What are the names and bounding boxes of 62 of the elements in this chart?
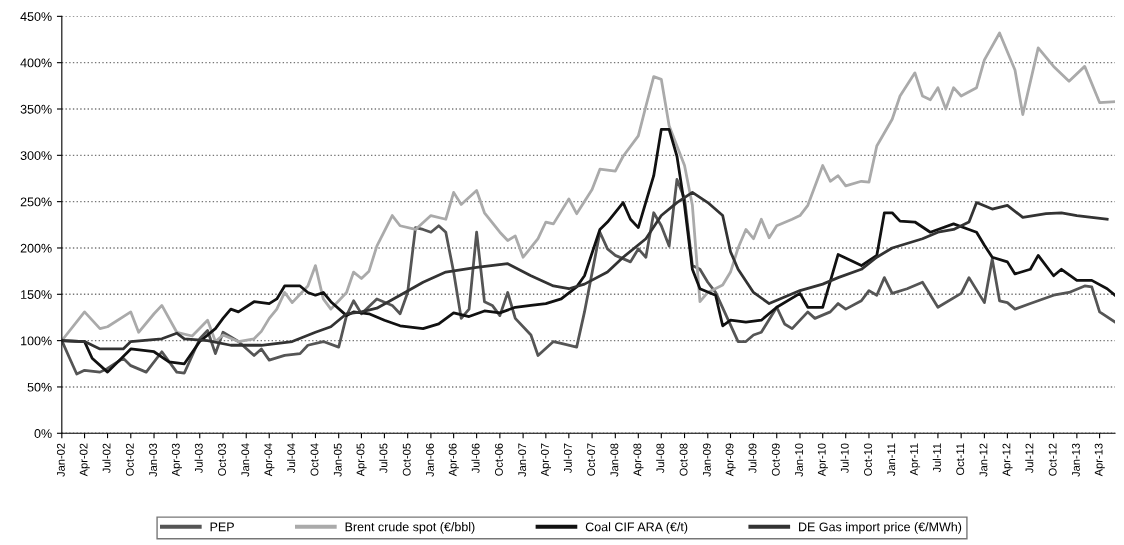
x-tick-label: Jan-08	[610, 443, 619, 477]
legend-label: DE Gas import price (€/MWh)	[799, 522, 962, 534]
x-tick-label: Oct-10	[864, 443, 872, 476]
y-tick-label: 0%	[34, 429, 52, 438]
x-tick-label: Jul-03	[194, 443, 203, 474]
x-tick-label: Jan-09	[702, 443, 711, 477]
y-tick-label: 250%	[20, 197, 52, 207]
x-tick-label: Jan-04	[241, 443, 250, 477]
x-tick-label: Apr-09	[725, 443, 736, 477]
x-tick-label: Jul-12	[1025, 443, 1034, 474]
x-tick-label: Jan-06	[426, 443, 434, 477]
x-tick-label: Jul-04	[287, 443, 296, 474]
x-tick-label: Jan-12	[979, 443, 988, 477]
x-tick-label: Jul-06	[471, 443, 480, 474]
x-tick-label: Jul-07	[563, 443, 572, 474]
x-tick-label: Jan-07	[518, 443, 527, 477]
y-tick-label: 200%	[20, 243, 52, 253]
x-tick-label: Jan-10	[795, 443, 803, 477]
x-tick-label: Apr-07	[540, 443, 552, 477]
x-tick-label: Jan-03	[149, 443, 158, 477]
x-tick-label: Jul-02	[102, 443, 111, 474]
x-tick-label: Oct-08	[679, 443, 688, 476]
y-tick-label: 300%	[20, 151, 52, 160]
x-tick-label: Jul-11	[932, 443, 941, 473]
legend-label: Brent crude spot (€/bbl)	[345, 522, 475, 534]
y-tick-label: 400%	[20, 58, 52, 68]
x-tick-label: Oct-03	[218, 443, 226, 476]
x-tick-label: Jul-10	[840, 443, 849, 474]
y-tick-label: 350%	[20, 104, 52, 114]
y-tick-label: 150%	[21, 290, 52, 299]
x-tick-label: Oct-04	[310, 443, 319, 476]
x-tick-label: Jan-13	[1071, 443, 1080, 477]
x-tick-label: Oct-12	[1048, 443, 1057, 476]
legend-label: PEP	[210, 522, 234, 532]
x-tick-label: Apr-12	[1002, 443, 1013, 477]
y-tick-label: 100%	[21, 336, 52, 346]
x-tick-label: Apr-03	[171, 443, 182, 477]
x-tick-label: Oct-11	[956, 443, 965, 475]
y-tick-label: 50%	[27, 382, 52, 392]
x-tick-label: Apr-04	[264, 443, 275, 477]
x-tick-label: Jul-08	[656, 443, 665, 474]
x-tick-label: Jan-11	[887, 443, 896, 476]
x-tick-label: Apr-02	[79, 443, 90, 477]
x-tick-label: Apr-05	[356, 443, 367, 477]
line-series	[61, 31, 1116, 343]
x-tick-label: Apr-10	[817, 443, 828, 477]
x-tick-label: Oct-06	[494, 443, 503, 476]
x-tick-label: Apr-11	[910, 443, 921, 476]
line-series	[61, 191, 1109, 351]
x-tick-label: Jan-05	[333, 443, 342, 477]
x-tick-label: Apr-08	[633, 443, 644, 477]
x-tick-label: Jul-05	[379, 443, 388, 474]
y-tick-label: 450%	[20, 12, 52, 21]
x-tick-label: Jul-09	[748, 443, 757, 474]
x-tick-label: Oct-09	[771, 443, 780, 476]
x-tick-label: Oct-02	[125, 443, 134, 476]
legend-label: Coal CIF ARA (€/t)	[585, 522, 688, 534]
x-tick-label: Apr-06	[448, 443, 459, 477]
x-tick-label: Oct-07	[587, 443, 596, 476]
x-tick-label: Jan-02	[56, 443, 65, 477]
x-tick-label: Apr-13	[1094, 443, 1105, 477]
x-tick-label: Oct-05	[402, 443, 411, 476]
